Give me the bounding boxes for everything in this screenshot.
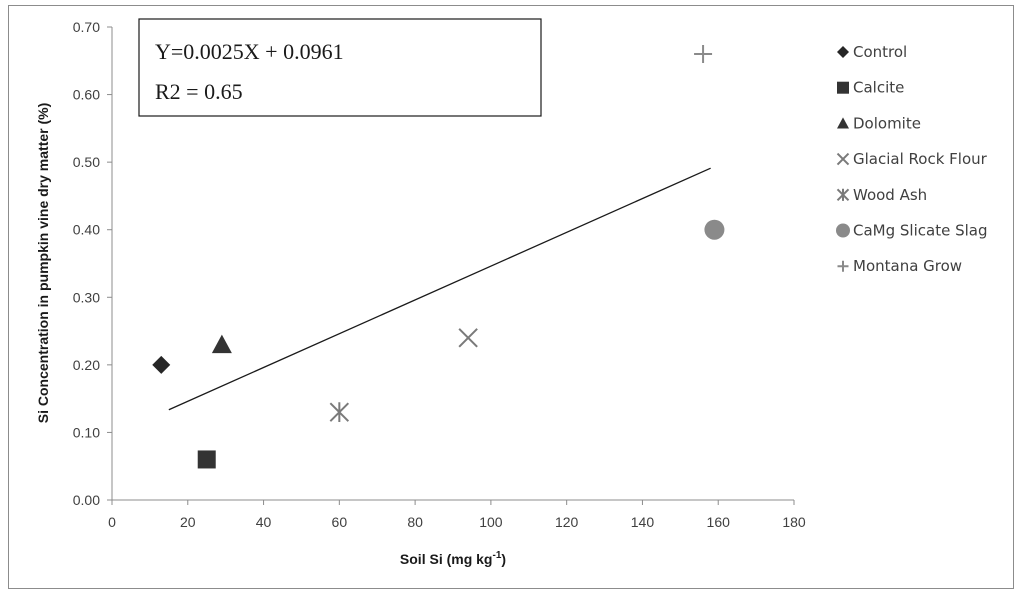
equation-text: Y=0.0025X + 0.0961 [155, 39, 344, 64]
legend-marker-glacial-rock-flour [836, 152, 850, 166]
x-tick-label: 160 [707, 514, 731, 530]
x-tick-label: 20 [180, 514, 196, 530]
y-tick-label: 0.70 [73, 19, 100, 35]
legend-label-glacial-rock-flour: Glacial Rock Flour [853, 150, 988, 168]
equation-box: Y=0.0025X + 0.0961 R2 = 0.65 [138, 18, 542, 117]
legend-label-camg-slicate-slag: CaMg Slicate Slag [853, 222, 987, 240]
y-tick-label: 0.40 [73, 222, 100, 238]
legend-item-calcite: Calcite [837, 79, 904, 97]
trendline-group [168, 167, 711, 411]
x-tick-label: 0 [108, 514, 116, 530]
data-points [152, 45, 725, 469]
legend-item-dolomite: Dolomite [837, 114, 921, 132]
legend-label-wood-ash: Wood Ash [853, 186, 927, 204]
x-tick-label: 100 [479, 514, 503, 530]
legend-marker-montana-grow [837, 260, 849, 272]
data-point-dolomite [211, 334, 232, 354]
trendline [168, 167, 711, 411]
x-axis-title-main: Soil Si (mg kg [400, 551, 493, 567]
y-tick-label: 0.50 [73, 154, 100, 170]
y-axis-title: Si Concentration in pumpkin vine dry mat… [35, 103, 51, 423]
legend-label-control: Control [853, 43, 907, 61]
legend-marker-calcite [837, 81, 849, 94]
legend-item-control: Control [837, 43, 907, 61]
legend-label-dolomite: Dolomite [853, 114, 921, 132]
r-squared-text: R2 = 0.65 [155, 79, 243, 104]
data-point-camg-slicate-slag [704, 219, 725, 240]
legend-label-montana-grow: Montana Grow [853, 257, 962, 275]
legend-item-camg-slicate-slag: CaMg Slicate Slag [836, 222, 987, 240]
legend-marker-dolomite [837, 117, 849, 129]
data-point-control [152, 355, 171, 374]
legend-marker-camg-slicate-slag [836, 223, 850, 238]
y-tick-label: 0.20 [73, 357, 100, 373]
data-point-glacial-rock-flour [458, 328, 478, 348]
data-point-montana-grow [694, 45, 713, 64]
axes: 0 20 40 60 80 100 120 140 160 180 0.00 0.10 0.20 0.30… [73, 19, 806, 530]
legend-marker-control [837, 46, 849, 58]
x-axis-title-superscript: -1 [493, 550, 502, 561]
x-tick-label: 60 [332, 514, 348, 530]
legend-label-calcite: Calcite [853, 79, 904, 97]
data-point-wood-ash [329, 402, 350, 423]
y-tick-label: 0.30 [73, 289, 100, 305]
x-tick-label: 40 [256, 514, 272, 530]
x-axis-title-end: ) [501, 551, 506, 567]
y-tick-label: 0.60 [73, 87, 100, 103]
equation-box-border [138, 18, 542, 117]
legend-item-montana-grow: Montana Grow [837, 257, 962, 275]
legend: Control Calcite Dolomite Glacial Rock Flour… [836, 43, 988, 275]
x-tick-label: 80 [407, 514, 423, 530]
y-tick-label: 0.10 [73, 424, 100, 440]
legend-marker-wood-ash [836, 188, 850, 202]
data-point-calcite [197, 450, 216, 469]
x-tick-label: 140 [631, 514, 655, 530]
x-tick-label: 180 [782, 514, 806, 530]
y-tick-label: 0.00 [73, 492, 100, 508]
x-axis-title: Soil Si (mg kg-1) [400, 550, 506, 567]
legend-item-wood-ash: Wood Ash [836, 186, 927, 204]
x-tick-label: 120 [555, 514, 579, 530]
legend-item-glacial-rock-flour: Glacial Rock Flour [836, 150, 988, 168]
